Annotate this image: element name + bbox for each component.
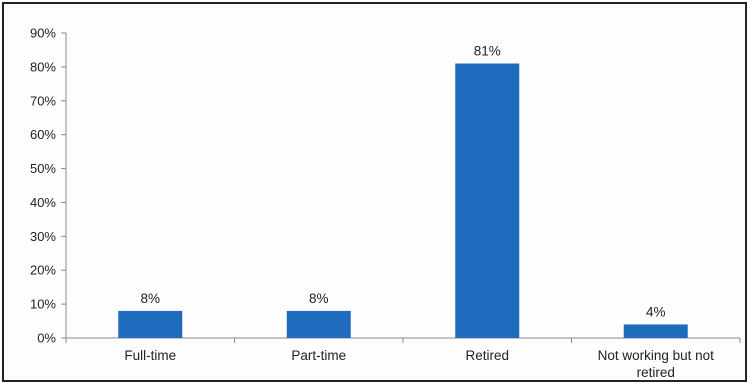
y-tick-label: 20% — [30, 263, 56, 278]
bar — [118, 310, 183, 338]
x-category-label: Not working but not retired — [598, 348, 715, 380]
y-tick-label: 10% — [30, 297, 56, 312]
data-label: 8% — [140, 291, 160, 306]
bar — [286, 310, 351, 338]
y-tick-label: 40% — [30, 195, 56, 210]
data-label: 8% — [309, 291, 329, 306]
data-labels: 8% 8% 81% 4% — [140, 44, 665, 320]
bar — [623, 324, 688, 338]
x-category-label: Part-time — [291, 348, 346, 363]
y-tick-label: 60% — [30, 127, 56, 142]
x-axis-labels: Full-time Part-time Retired Not working but… — [124, 348, 714, 380]
y-tick-label: 50% — [30, 161, 56, 176]
y-tick-label: 80% — [30, 59, 56, 74]
x-category-label: Full-time — [124, 348, 176, 363]
data-label: 81% — [474, 44, 501, 59]
y-tick-label: 70% — [30, 93, 56, 108]
bar — [455, 63, 520, 338]
axes — [65, 33, 741, 343]
y-tick-label: 30% — [30, 229, 56, 244]
data-label: 4% — [646, 304, 666, 319]
x-category-label: Retired — [465, 348, 509, 363]
y-tick-label: 0% — [37, 331, 56, 346]
bars — [118, 63, 688, 338]
y-axis-ticks: 0% 10% 20% 30% 40% 50% 60% 70% 80% 90% — [30, 26, 66, 346]
y-tick-label: 90% — [30, 26, 56, 41]
